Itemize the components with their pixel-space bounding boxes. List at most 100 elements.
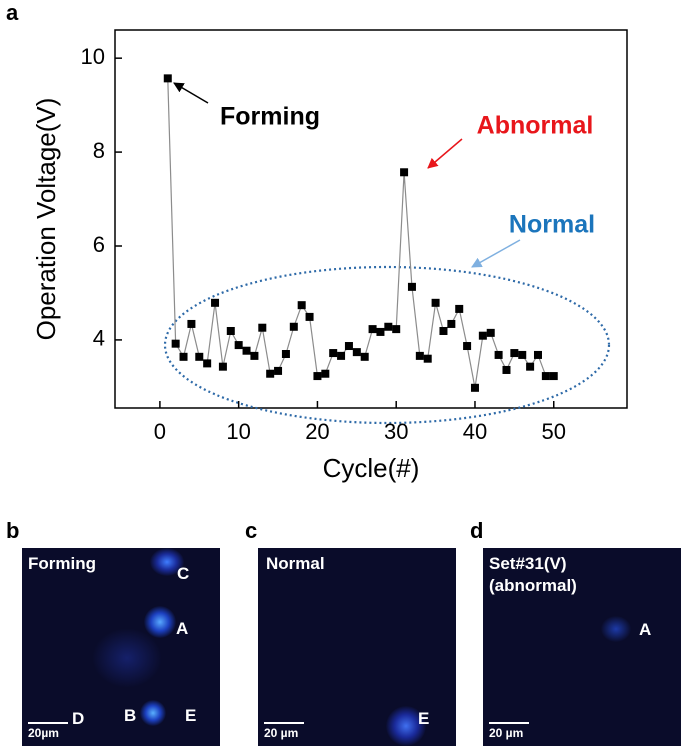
data-point xyxy=(486,328,495,337)
spot-glow xyxy=(144,606,176,638)
data-point xyxy=(266,369,275,378)
spot-label: E xyxy=(185,706,197,725)
data-point xyxy=(384,322,393,331)
annotation: Abnormal xyxy=(477,112,594,140)
data-point xyxy=(423,354,432,363)
data-point xyxy=(321,369,330,378)
data-point xyxy=(368,325,377,334)
spot-label: A xyxy=(639,620,652,639)
data-point xyxy=(234,341,243,350)
y-axis-label: Operation Voltage(V) xyxy=(31,98,61,341)
annotation: Normal xyxy=(509,211,595,239)
data-point xyxy=(250,351,259,360)
data-point xyxy=(470,383,479,392)
y-tick-label: 8 xyxy=(93,138,105,163)
x-tick-label: 0 xyxy=(154,419,166,444)
data-point xyxy=(478,331,487,340)
y-tick-label: 4 xyxy=(93,326,105,351)
data-point xyxy=(281,350,290,358)
data-point xyxy=(502,365,511,374)
data-point xyxy=(289,322,298,331)
spot-glow xyxy=(140,700,166,726)
data-point xyxy=(400,168,409,177)
data-point xyxy=(392,325,401,334)
data-point xyxy=(541,372,550,381)
x-tick-label: 30 xyxy=(384,419,408,444)
y-tick-label: 10 xyxy=(81,44,105,69)
arrow xyxy=(173,82,209,104)
data-point xyxy=(431,298,440,307)
data-point xyxy=(305,312,314,321)
data-point xyxy=(274,366,283,375)
spot-glow xyxy=(386,706,426,746)
data-point xyxy=(337,351,346,360)
spot-glow xyxy=(92,628,162,688)
data-point xyxy=(163,74,172,83)
x-tick-label: 50 xyxy=(542,419,566,444)
micrograph: Set#31(V) (abnormal) A 20 µm xyxy=(483,548,681,746)
data-point xyxy=(407,282,416,291)
data-point xyxy=(187,319,196,328)
data-point xyxy=(179,352,188,361)
panel-letter: a xyxy=(6,0,19,25)
arrow xyxy=(471,239,521,268)
micrograph: Normal E 20 µm xyxy=(258,548,456,746)
chart: a Cycle(#) Operation Voltage(V) 0 10 20 30 4… xyxy=(6,0,628,483)
micrograph-title: Forming xyxy=(28,554,96,573)
data-point xyxy=(439,326,448,335)
data-point xyxy=(171,339,180,348)
scale-bar xyxy=(489,722,529,724)
x-tick-label: 10 xyxy=(226,419,250,444)
spot-label: A xyxy=(176,619,189,638)
scale-bar-label: 20 µm xyxy=(489,726,524,740)
micrograph-title: Normal xyxy=(266,554,325,573)
spot-label: D xyxy=(72,709,85,728)
scale-bar-label: 20µm xyxy=(28,726,59,740)
data-point xyxy=(344,342,353,351)
x-tick-label: 20 xyxy=(305,419,329,444)
data-point xyxy=(203,359,212,368)
annotation: Forming xyxy=(220,103,320,131)
micrograph: Forming C A D B E 20µm xyxy=(22,548,220,746)
micrograph-title: Set#31(V) xyxy=(489,554,567,573)
panel-letter: c xyxy=(245,518,258,543)
spot-glow xyxy=(150,548,184,576)
normal-region xyxy=(163,265,611,425)
data-point xyxy=(329,349,338,358)
y-tick-label: 6 xyxy=(93,232,105,257)
panel-letter: d xyxy=(470,518,484,543)
scale-bar xyxy=(28,722,68,724)
data-point xyxy=(218,362,227,371)
data-point xyxy=(549,372,558,381)
data-point xyxy=(352,348,361,357)
data-point xyxy=(415,351,424,360)
micrograph-subtitle: (abnormal) xyxy=(489,576,577,595)
x-tick-label: 40 xyxy=(463,419,487,444)
spot-glow xyxy=(601,616,631,642)
data-point xyxy=(226,326,235,335)
spot-label: E xyxy=(418,709,430,728)
data-point xyxy=(360,352,369,361)
x-axis-label: Cycle(#) xyxy=(323,453,420,483)
data-point xyxy=(533,350,542,359)
data-point xyxy=(463,342,472,351)
data-point xyxy=(297,301,306,310)
spot-label: C xyxy=(177,564,190,583)
data-point xyxy=(242,346,251,355)
data-point xyxy=(211,298,220,307)
data-point xyxy=(447,319,456,328)
data-point xyxy=(376,327,385,336)
plot-frame xyxy=(114,29,628,409)
arrow xyxy=(427,138,463,169)
scale-bar xyxy=(264,722,304,724)
data-point xyxy=(510,349,519,358)
data-point xyxy=(518,350,527,359)
data-point xyxy=(455,304,464,313)
spot-label: B xyxy=(124,706,137,725)
data-point xyxy=(526,362,535,371)
panel-letter: b xyxy=(6,518,20,543)
data-point xyxy=(494,350,503,359)
data-point xyxy=(195,352,204,361)
data-point xyxy=(313,372,322,381)
